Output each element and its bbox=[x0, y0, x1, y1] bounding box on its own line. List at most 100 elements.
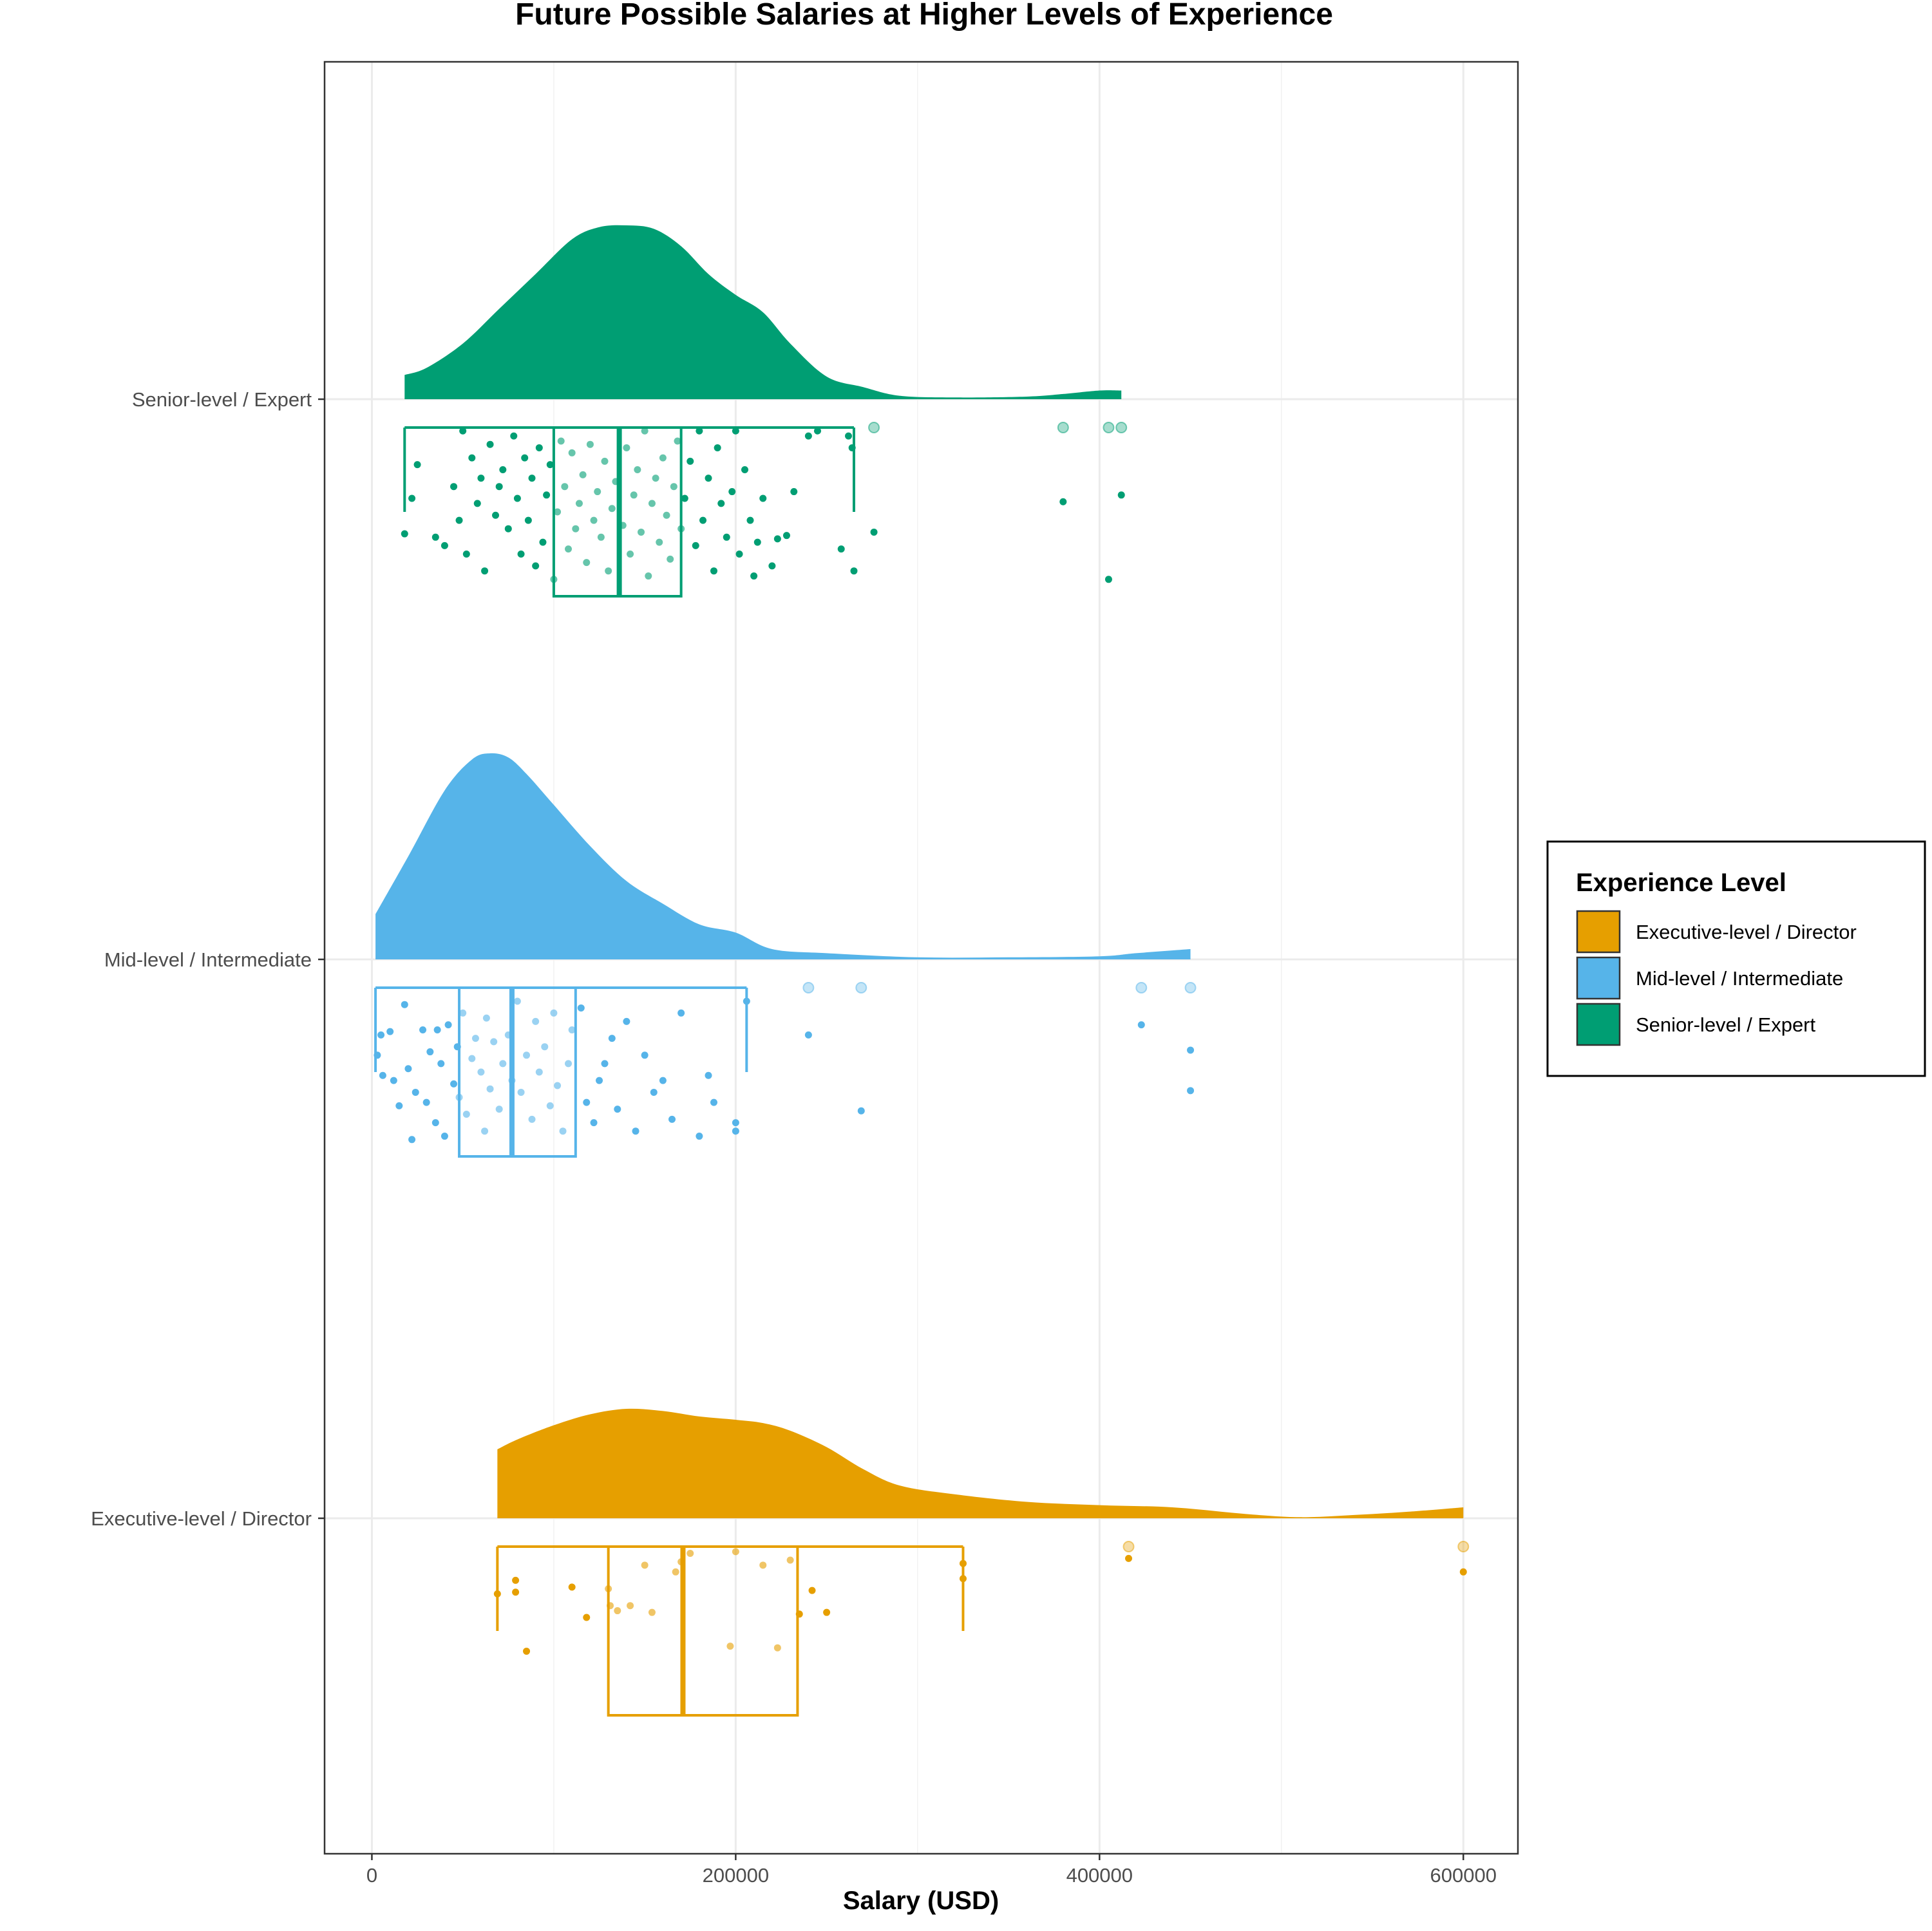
data-point-senior-level-expert bbox=[513, 495, 521, 502]
outlier-point bbox=[1122, 1541, 1135, 1552]
data-point-senior-level-expert bbox=[645, 572, 652, 580]
data-point-senior-level-expert bbox=[870, 528, 878, 536]
data-point-mid-level-intermediate bbox=[495, 1106, 503, 1113]
outlier-point bbox=[802, 982, 815, 994]
data-point-mid-level-intermediate bbox=[481, 1127, 489, 1135]
density-clouds bbox=[375, 225, 1464, 1518]
data-point-senior-level-expert bbox=[550, 576, 558, 583]
y-tick-label: Executive-level / Director bbox=[91, 1507, 312, 1530]
data-point-mid-level-intermediate bbox=[710, 1098, 717, 1106]
data-point-senior-level-expert bbox=[663, 511, 670, 519]
data-point-executive-level-director bbox=[677, 1558, 685, 1566]
data-point-senior-level-expert bbox=[717, 500, 725, 507]
data-point-mid-level-intermediate bbox=[614, 1106, 621, 1113]
data-point-senior-level-expert bbox=[790, 488, 798, 496]
data-point-executive-level-director bbox=[641, 1561, 649, 1569]
data-point-senior-level-expert bbox=[468, 454, 476, 462]
data-point-senior-level-expert bbox=[746, 516, 754, 524]
boxplots bbox=[374, 422, 1470, 1717]
data-point-executive-level-director bbox=[808, 1587, 816, 1594]
data-point-senior-level-expert bbox=[677, 525, 685, 532]
data-point-senior-level-expert bbox=[681, 495, 688, 502]
data-point-mid-level-intermediate bbox=[431, 1119, 439, 1127]
legend-title: Experience Level bbox=[1576, 869, 1786, 897]
data-point-senior-level-expert bbox=[1059, 498, 1067, 505]
data-point-senior-level-expert bbox=[627, 551, 634, 558]
data-point-senior-level-expert bbox=[440, 542, 448, 549]
data-point-executive-level-director bbox=[959, 1559, 967, 1567]
legend-label: Executive-level / Director bbox=[1636, 921, 1857, 943]
data-point-senior-level-expert bbox=[1104, 576, 1112, 583]
data-point-mid-level-intermediate bbox=[583, 1098, 591, 1106]
data-point-senior-level-expert bbox=[401, 530, 408, 538]
data-point-senior-level-expert bbox=[539, 538, 547, 546]
data-point-executive-level-director bbox=[648, 1608, 656, 1616]
data-point-mid-level-intermediate bbox=[379, 1071, 386, 1079]
data-point-senior-level-expert bbox=[674, 437, 681, 445]
data-point-mid-level-intermediate bbox=[559, 1127, 567, 1135]
data-point-senior-level-expert bbox=[850, 567, 858, 575]
data-point-senior-level-expert bbox=[594, 488, 601, 496]
data-point-mid-level-intermediate bbox=[705, 1071, 712, 1079]
data-point-senior-level-expert bbox=[601, 457, 609, 465]
data-point-senior-level-expert bbox=[575, 500, 583, 507]
data-point-senior-level-expert bbox=[572, 525, 580, 532]
x-axis-title: Salary (USD) bbox=[843, 1887, 999, 1915]
data-point-senior-level-expert bbox=[659, 454, 667, 462]
data-point-mid-level-intermediate bbox=[482, 1014, 490, 1022]
data-point-senior-level-expert bbox=[481, 567, 489, 575]
data-point-senior-level-expert bbox=[521, 454, 529, 462]
data-point-mid-level-intermediate bbox=[535, 1068, 543, 1076]
data-point-mid-level-intermediate bbox=[426, 1048, 434, 1056]
data-point-mid-level-intermediate bbox=[554, 1082, 562, 1089]
data-point-senior-level-expert bbox=[705, 475, 712, 482]
data-point-senior-level-expert bbox=[561, 483, 569, 491]
data-point-senior-level-expert bbox=[590, 516, 598, 524]
data-point-senior-level-expert bbox=[510, 432, 518, 440]
data-point-mid-level-intermediate bbox=[477, 1068, 485, 1076]
data-point-mid-level-intermediate bbox=[590, 1119, 598, 1127]
x-tick-label: 0 bbox=[366, 1864, 377, 1887]
data-point-senior-level-expert bbox=[804, 432, 812, 440]
data-point-senior-level-expert bbox=[459, 427, 467, 435]
data-point-mid-level-intermediate bbox=[1187, 1046, 1195, 1054]
data-point-executive-level-director bbox=[672, 1568, 679, 1576]
data-point-executive-level-director bbox=[1125, 1554, 1133, 1562]
outlier-point bbox=[1457, 1541, 1470, 1552]
data-point-executive-level-director bbox=[614, 1607, 621, 1615]
data-point-senior-level-expert bbox=[648, 500, 656, 507]
data-point-senior-level-expert bbox=[504, 525, 512, 532]
data-point-senior-level-expert bbox=[535, 444, 543, 451]
data-point-senior-level-expert bbox=[670, 483, 677, 491]
legend-key-executive-level-director bbox=[1576, 910, 1621, 954]
data-point-executive-level-director bbox=[523, 1647, 531, 1655]
data-point-mid-level-intermediate bbox=[568, 1026, 576, 1033]
data-point-senior-level-expert bbox=[687, 457, 694, 465]
data-point-mid-level-intermediate bbox=[608, 1035, 616, 1042]
data-point-senior-level-expert bbox=[630, 491, 638, 499]
data-point-mid-level-intermediate bbox=[437, 1060, 445, 1068]
data-point-senior-level-expert bbox=[699, 516, 707, 524]
data-point-executive-level-director bbox=[773, 1644, 781, 1652]
data-point-executive-level-director bbox=[512, 1576, 520, 1584]
data-point-senior-level-expert bbox=[477, 475, 485, 482]
outlier-point bbox=[868, 422, 880, 433]
boxplot-mid-level-intermediate bbox=[374, 982, 1197, 1158]
data-point-senior-level-expert bbox=[492, 511, 500, 519]
data-point-senior-level-expert bbox=[710, 567, 717, 575]
data-point-executive-level-director bbox=[627, 1602, 634, 1610]
data-point-senior-level-expert bbox=[597, 533, 605, 541]
data-point-mid-level-intermediate bbox=[468, 1055, 476, 1062]
data-point-mid-level-intermediate bbox=[659, 1077, 667, 1084]
data-point-senior-level-expert bbox=[813, 427, 821, 435]
rain-points bbox=[374, 427, 1467, 1655]
x-tick-label: 200000 bbox=[703, 1864, 769, 1887]
data-point-senior-level-expert bbox=[450, 483, 458, 491]
box-iqr bbox=[607, 1545, 799, 1717]
data-point-senior-level-expert bbox=[732, 427, 739, 435]
data-point-mid-level-intermediate bbox=[490, 1038, 498, 1046]
data-point-mid-level-intermediate bbox=[677, 1009, 685, 1017]
data-point-mid-level-intermediate bbox=[743, 997, 750, 1005]
data-point-senior-level-expert bbox=[768, 562, 776, 570]
data-point-senior-level-expert bbox=[641, 427, 649, 435]
